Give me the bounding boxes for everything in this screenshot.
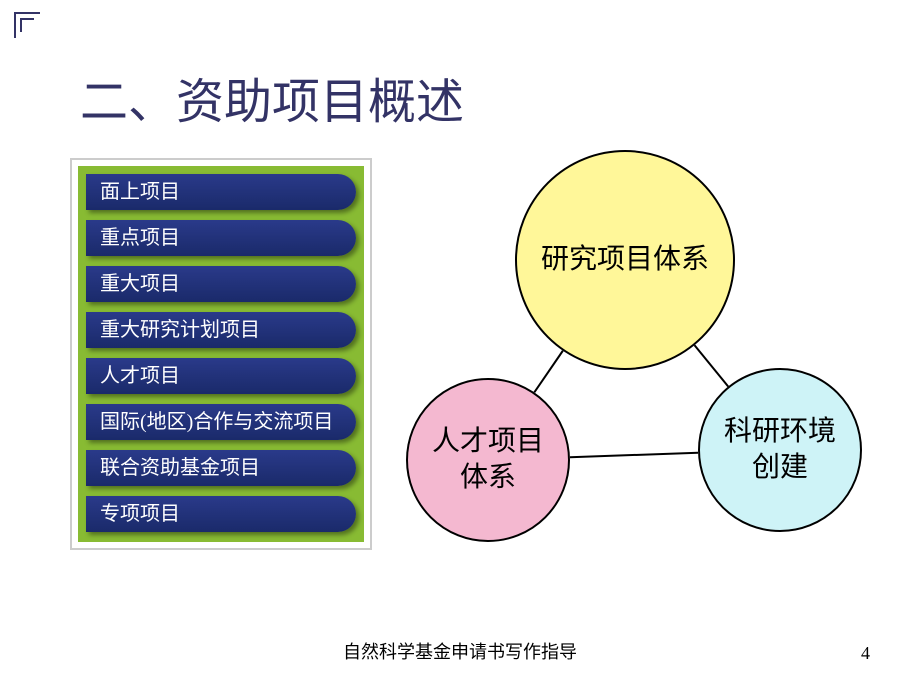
node-label-top: 研究项目体系 <box>541 242 709 278</box>
menu-inner: 面上项目重点项目重大项目重大研究计划项目人才项目国际(地区)合作与交流项目联合资… <box>78 166 364 542</box>
corner-decoration <box>14 12 40 38</box>
menu-item-5[interactable]: 国际(地区)合作与交流项目 <box>86 404 356 440</box>
menu-panel: 面上项目重点项目重大项目重大研究计划项目人才项目国际(地区)合作与交流项目联合资… <box>70 158 372 550</box>
corner-inner <box>20 18 34 32</box>
venn-diagram: 研究项目体系人才项目体系 科研环境创建 <box>400 140 900 580</box>
node-right: 科研环境创建 <box>698 368 862 532</box>
node-top: 研究项目体系 <box>515 150 735 370</box>
menu-item-1[interactable]: 重点项目 <box>86 220 356 256</box>
menu-item-4[interactable]: 人才项目 <box>86 358 356 394</box>
menu-item-2[interactable]: 重大项目 <box>86 266 356 302</box>
footer-text: 自然科学基金申请书写作指导 <box>343 638 577 664</box>
slide-title: 二、资助项目概述 <box>80 62 464 132</box>
menu-item-3[interactable]: 重大研究计划项目 <box>86 312 356 348</box>
menu-item-0[interactable]: 面上项目 <box>86 174 356 210</box>
edge-left-right <box>570 453 698 457</box>
node-left: 人才项目体系 <box>406 378 570 542</box>
node-label-right: 科研环境创建 <box>724 414 836 487</box>
edge-top-right <box>695 345 729 386</box>
menu-item-7[interactable]: 专项项目 <box>86 496 356 532</box>
menu-item-6[interactable]: 联合资助基金项目 <box>86 450 356 486</box>
edge-top-left <box>534 351 562 393</box>
node-label-left: 人才项目体系 <box>432 424 544 497</box>
page-number: 4 <box>861 643 870 664</box>
